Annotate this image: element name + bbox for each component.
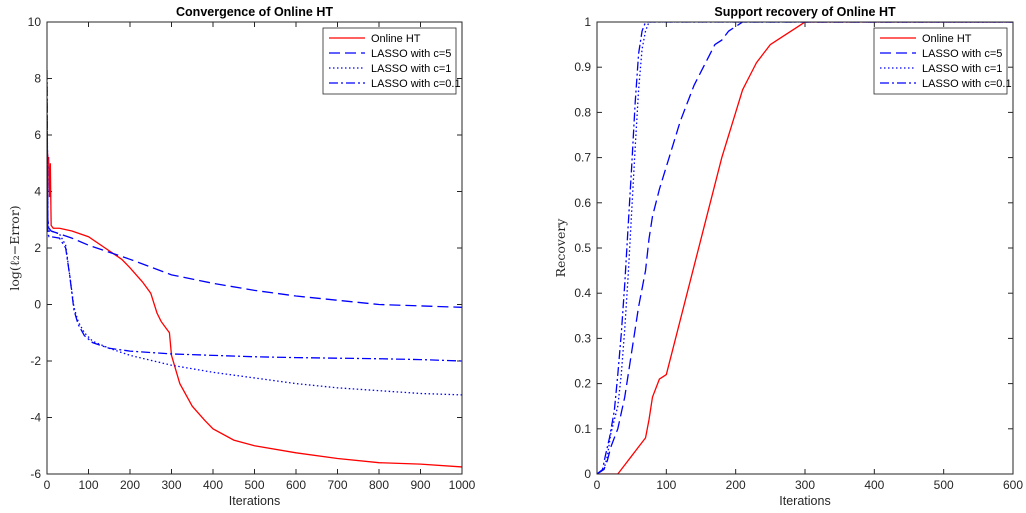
recovery-series [597,22,1013,474]
recovery-xtick-label: 200 [726,478,746,492]
recovery-legend-entry: LASSO with c=5 [922,48,1002,60]
recovery-series-line-2 [597,22,1013,474]
recovery-xtick-label: 600 [1003,478,1023,492]
recovery-ytick-label: 0.2 [574,377,591,391]
convergence-xtick-label: 800 [369,478,389,492]
recovery-ytick-label: 0.7 [574,151,591,165]
recovery-xtick-label: 300 [795,478,815,492]
convergence-ytick-label: -2 [30,354,41,368]
recovery-legend-entry: LASSO with c=0.1 [922,78,1012,90]
recovery-ytick-label: 0.3 [574,331,591,345]
convergence-xtick-label: 1000 [449,478,476,492]
convergence-ytick-label: 0 [34,298,41,312]
recovery-ytick-label: 0.8 [574,105,591,119]
convergence-xtick-label: 0 [44,478,51,492]
recovery-panel: Support recovery of Online HT Iterations… [553,5,1023,508]
recovery-legend-entry: Online HT [922,33,972,45]
convergence-legend-entry: LASSO with c=1 [371,63,451,75]
recovery-axes-box [596,21,1014,475]
convergence-ytick-label: 6 [34,128,41,142]
convergence-ylabel: log(ℓ₂−Error) [7,205,22,290]
recovery-ytick-label: 0.4 [574,286,591,300]
convergence-ytick-label: 4 [34,185,41,199]
recovery-ytick-label: 0.1 [574,422,591,436]
convergence-xlabel: Iterations [229,494,280,508]
convergence-ticks: 0 100 200 300 400 500 600 700 800 900 1000 -6 -4 -2 0 2… [28,15,476,492]
recovery-xlabel: Iterations [779,494,830,508]
recovery-ytick-label: 0.5 [574,241,591,255]
convergence-series-line-2 [47,78,462,396]
convergence-xtick-label: 900 [410,478,430,492]
recovery-xtick-label: 500 [934,478,954,492]
convergence-legend: Online HT LASSO with c=5 LASSO with c=1 LAS… [322,27,461,95]
recovery-ytick-label: 0 [584,467,591,481]
recovery-xtick-label: 0 [594,478,601,492]
convergence-ytick-label: 10 [28,15,42,29]
convergence-ytick-label: -4 [30,411,41,425]
convergence-xtick-label: 400 [203,478,223,492]
convergence-panel: Convergence of Online HT Iterations log(… [7,5,476,508]
recovery-legend-entry: LASSO with c=1 [922,63,1002,75]
recovery-xtick-label: 400 [864,478,884,492]
recovery-legend-box [873,27,1008,95]
convergence-legend-entry: LASSO with c=5 [371,48,451,60]
convergence-title: Convergence of Online HT [176,5,333,19]
convergence-xtick-label: 500 [244,478,264,492]
recovery-title: Support recovery of Online HT [714,5,896,19]
convergence-ytick-label: 2 [34,241,41,255]
convergence-series-line-3 [47,70,462,362]
convergence-legend-box [322,27,457,95]
convergence-ytick-label: 8 [34,72,41,86]
convergence-ytick-label: -6 [30,467,41,481]
convergence-xtick-label: 100 [78,478,98,492]
recovery-ticks: 0 100 200 300 400 500 600 0 0.1 0.2 0.3 0.4 0.5 0.6 0.… [574,15,1023,492]
convergence-xtick-label: 300 [161,478,181,492]
recovery-ytick-label: 1 [584,15,591,29]
convergence-legend-entry: Online HT [371,33,421,45]
recovery-legend: Online HT LASSO with c=5 LASSO with c=1 LAS… [873,27,1012,95]
recovery-series-line-1 [597,22,1013,474]
convergence-xtick-label: 600 [286,478,306,492]
convergence-legend-entry: LASSO with c=0.1 [371,78,461,90]
convergence-xtick-label: 700 [327,478,347,492]
recovery-ytick-label: 0.9 [574,60,591,74]
recovery-series-line-3 [597,22,1013,474]
recovery-ytick-label: 0.6 [574,196,591,210]
recovery-ylabel: Recovery [553,218,568,278]
recovery-series-line-0 [597,22,1013,474]
convergence-series [47,70,462,468]
recovery-xtick-label: 100 [656,478,676,492]
convergence-xtick-label: 200 [120,478,140,492]
convergence-series-line-1 [47,84,462,308]
convergence-series-line-0 [47,146,462,468]
convergence-axes-box [46,21,463,475]
